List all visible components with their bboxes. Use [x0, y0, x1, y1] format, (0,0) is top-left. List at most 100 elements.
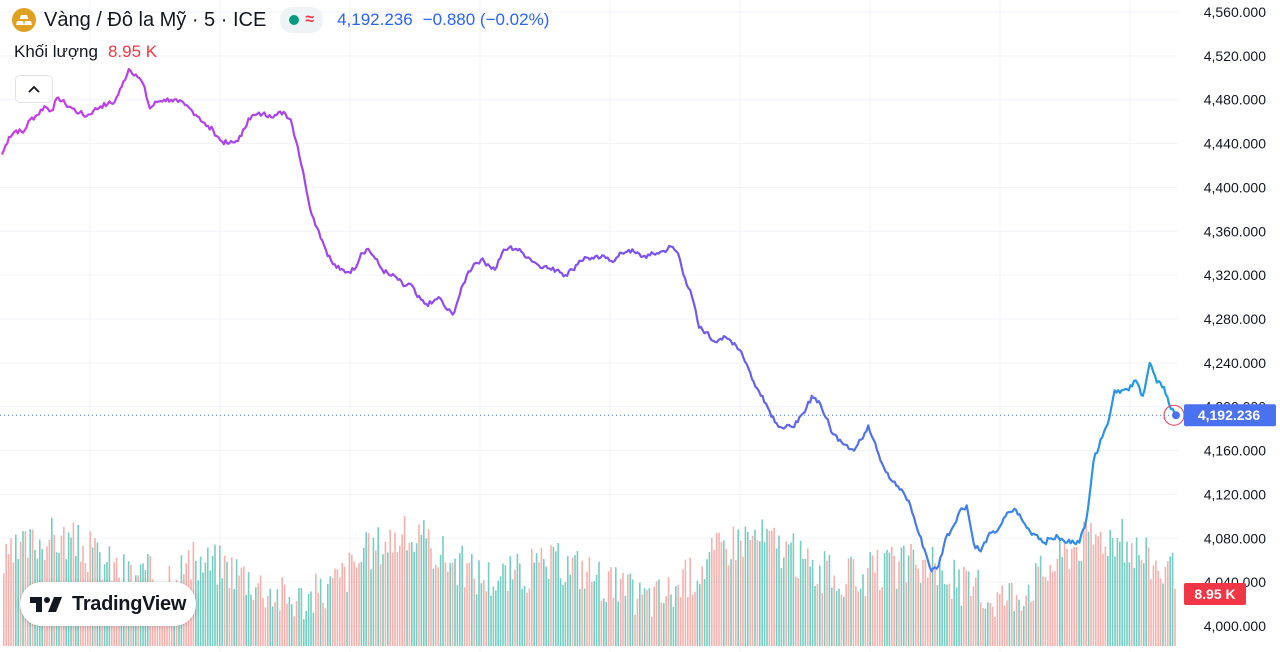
volume-bar	[483, 580, 485, 646]
volume-bar	[475, 594, 478, 646]
volume-bar	[682, 569, 684, 646]
volume-bar	[672, 607, 675, 646]
volume-bar	[559, 578, 562, 646]
volume-bar	[389, 529, 391, 646]
volume-bar	[831, 587, 833, 646]
volume-bar	[859, 588, 862, 646]
volume-bar	[370, 569, 372, 646]
volume-bar	[295, 601, 298, 646]
volume-bar	[871, 555, 874, 646]
volume-bar	[1157, 570, 1159, 646]
volume-bar	[1116, 537, 1119, 646]
volume-bar	[696, 580, 699, 646]
volume-bar	[701, 566, 703, 646]
last-price: 4,192.236	[337, 10, 413, 29]
volume-bar	[269, 588, 271, 646]
volume-bar	[900, 547, 903, 646]
volume-bar	[1049, 564, 1051, 646]
volume-bar	[984, 608, 987, 646]
volume-bar	[675, 586, 677, 646]
volume-bar	[319, 578, 322, 646]
volume-bar	[22, 531, 24, 646]
volume-bar	[240, 567, 243, 646]
volume-bar	[216, 584, 219, 646]
volume-bar	[1167, 561, 1169, 646]
volume-bar	[766, 528, 768, 646]
volume-bar	[327, 583, 329, 646]
volume-bar	[1020, 610, 1023, 646]
volume-bar	[1099, 531, 1102, 646]
volume-bar	[936, 584, 939, 646]
volume-bar	[598, 561, 600, 646]
volume-bar	[915, 564, 917, 646]
market-status[interactable]: ≈	[280, 7, 324, 33]
volume-bar	[1011, 583, 1013, 646]
volume-bar	[1042, 576, 1044, 646]
volume-bar	[358, 563, 360, 646]
volume-bar	[262, 598, 264, 646]
volume-bar	[886, 549, 888, 646]
volume-bar	[1143, 563, 1145, 646]
volume-bar	[425, 538, 427, 646]
volume-bar	[502, 563, 504, 646]
volume-legend[interactable]: Khối lượng 8.95 K	[14, 42, 157, 62]
volume-bar	[255, 587, 257, 646]
volume-bar	[706, 559, 708, 646]
volume-bar	[931, 546, 934, 646]
volume-bar	[202, 572, 204, 646]
volume-bar	[363, 547, 365, 646]
volume-bar	[291, 604, 293, 646]
volume-bar	[571, 557, 574, 646]
volume-bar	[689, 557, 691, 646]
volume-bar	[341, 563, 343, 646]
volume-bar	[768, 530, 771, 646]
volume-bar	[802, 558, 804, 646]
volume-bar	[387, 552, 389, 646]
volume-bar	[367, 533, 370, 646]
volume-bar	[826, 560, 828, 646]
volume-bar	[495, 590, 497, 646]
volume-bar	[15, 534, 17, 646]
last-price-tag-text: 4,192.236	[1198, 407, 1260, 423]
volume-bar	[303, 619, 305, 646]
volume-bar	[499, 576, 502, 646]
volume-bar	[869, 551, 871, 646]
volume-bar	[459, 553, 461, 646]
volume-bar	[771, 530, 773, 646]
volume-bar	[567, 556, 569, 646]
volume-bar	[809, 566, 811, 646]
volume-bar	[845, 584, 847, 646]
volume-bar	[1078, 560, 1080, 646]
volume-bar	[977, 570, 979, 646]
volume-bar	[775, 548, 778, 646]
volume-bar	[586, 572, 588, 646]
volume-bar	[1032, 600, 1035, 646]
volume-bar	[259, 575, 262, 646]
volume-bar	[787, 544, 790, 646]
price-axis[interactable]: 4,560.000 4,520.000 4,480.000 4,440.000 4,40…	[1204, 4, 1266, 634]
volume-bar	[694, 591, 696, 646]
volume-bar	[372, 537, 375, 646]
tradingview-logo[interactable]: TradingView	[20, 582, 196, 626]
volume-bar	[641, 594, 643, 646]
volume-bar	[821, 593, 823, 646]
volume-bar	[509, 556, 511, 646]
volume-bar	[593, 581, 595, 646]
volume-bar	[557, 543, 559, 646]
volume-bar	[449, 563, 451, 646]
collapse-legend-button[interactable]	[15, 75, 53, 103]
volume-bar	[1164, 566, 1167, 646]
volume-bar	[979, 602, 982, 646]
volume-bar	[1121, 518, 1123, 646]
volume-bar	[377, 527, 379, 646]
volume-bar	[703, 579, 706, 646]
volume-bar	[783, 557, 785, 646]
volume-bar	[233, 589, 235, 646]
symbol-title[interactable]: Vàng / Đô la Mỹ · 5 · ICE	[44, 8, 267, 31]
volume-bar	[797, 578, 799, 646]
volume-bar	[1171, 552, 1174, 646]
volume-bar	[879, 589, 881, 646]
last-price-tag: 4,192.236	[1184, 404, 1276, 427]
volume-bar	[735, 560, 737, 646]
